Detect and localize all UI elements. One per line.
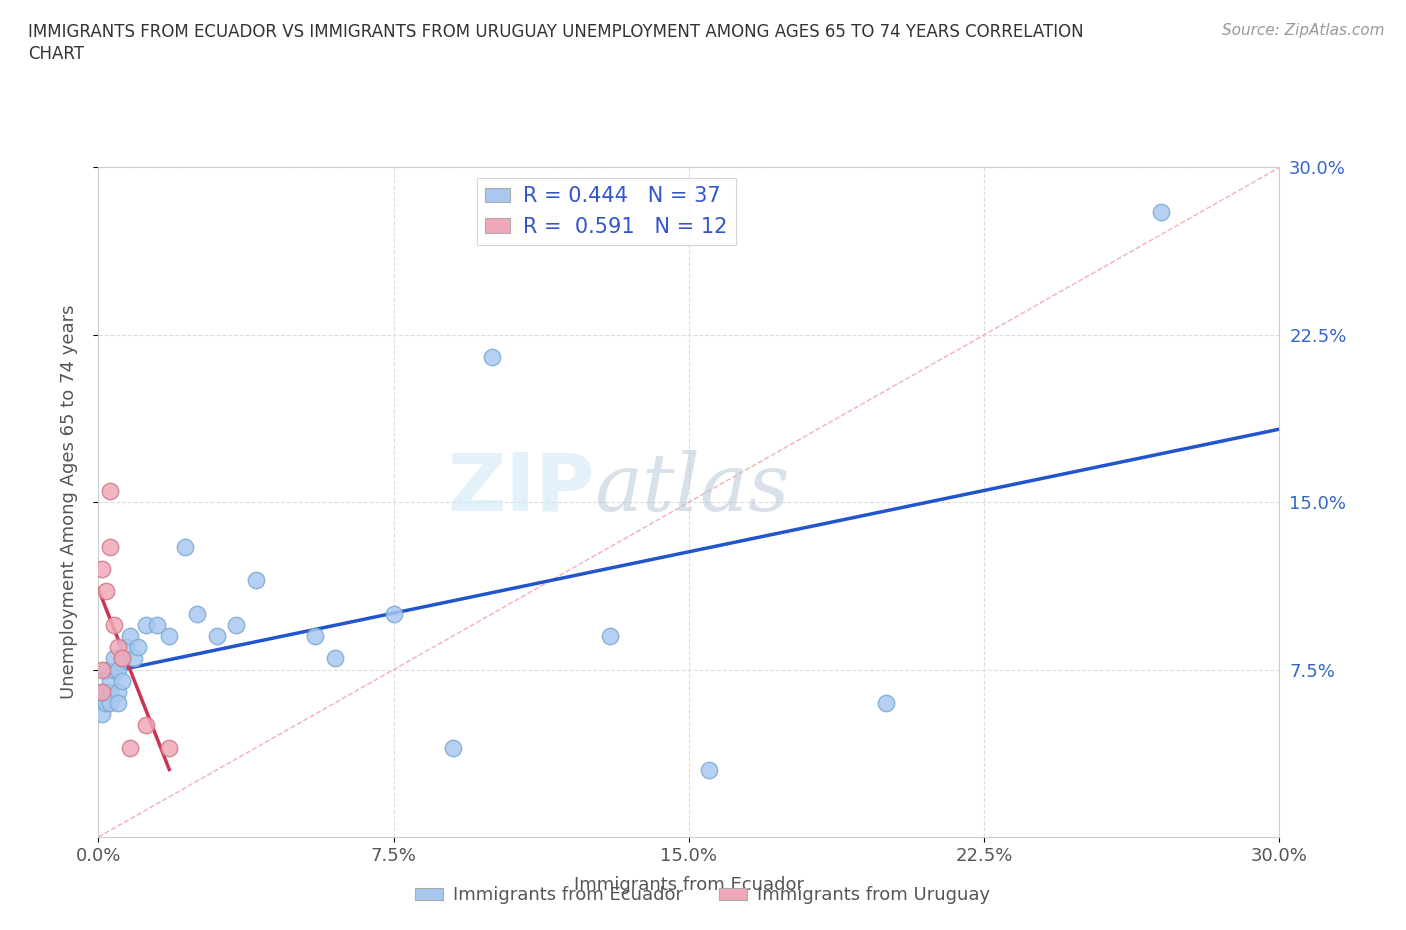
Point: [697, 763, 720, 777]
Text: IMMIGRANTS FROM ECUADOR VS IMMIGRANTS FROM URUGUAY UNEMPLOYMENT AMONG AGES 65 TO: IMMIGRANTS FROM ECUADOR VS IMMIGRANTS FR…: [28, 23, 1084, 41]
Point: [875, 696, 897, 711]
Point: [118, 629, 141, 644]
Point: [205, 629, 228, 644]
Point: [135, 718, 157, 733]
Point: [98, 484, 121, 498]
Point: [107, 684, 129, 699]
Point: [91, 662, 114, 677]
Point: [107, 662, 129, 677]
Point: [157, 740, 180, 755]
Point: [103, 651, 125, 666]
Point: [225, 618, 247, 632]
Point: [98, 684, 121, 699]
Point: [98, 539, 121, 554]
Point: [91, 684, 114, 699]
Point: [103, 662, 125, 677]
Point: [245, 573, 267, 588]
Point: [107, 696, 129, 711]
Point: [382, 606, 405, 621]
Y-axis label: Unemployment Among Ages 65 to 74 years: Unemployment Among Ages 65 to 74 years: [59, 305, 77, 699]
Point: [304, 629, 326, 644]
Legend: R = 0.444   N = 37, R =  0.591   N = 12: R = 0.444 N = 37, R = 0.591 N = 12: [477, 178, 735, 245]
Point: [146, 618, 169, 632]
Point: [157, 629, 180, 644]
Point: [107, 640, 129, 655]
Text: Source: ZipAtlas.com: Source: ZipAtlas.com: [1222, 23, 1385, 38]
Point: [174, 539, 197, 554]
Legend: Immigrants from Ecuador, Immigrants from Uruguay: Immigrants from Ecuador, Immigrants from…: [408, 879, 998, 911]
Point: [111, 673, 134, 688]
Point: [115, 640, 138, 655]
Point: [481, 350, 503, 365]
Point: [96, 584, 118, 599]
Point: [127, 640, 149, 655]
Point: [599, 629, 621, 644]
Point: [111, 651, 134, 666]
Point: [135, 618, 157, 632]
Point: [96, 684, 118, 699]
Point: [323, 651, 346, 666]
Point: [441, 740, 464, 755]
Point: [118, 740, 141, 755]
Point: [96, 662, 118, 677]
Point: [98, 673, 121, 688]
Point: [98, 696, 121, 711]
Text: atlas: atlas: [595, 450, 790, 527]
Point: [1150, 205, 1173, 219]
Point: [186, 606, 208, 621]
Point: [91, 696, 114, 711]
Point: [91, 562, 114, 577]
Point: [111, 651, 134, 666]
Point: [103, 618, 125, 632]
Text: CHART: CHART: [28, 45, 84, 62]
Point: [91, 684, 114, 699]
Text: ZIP: ZIP: [447, 450, 595, 528]
Point: [122, 651, 145, 666]
Point: [91, 707, 114, 722]
X-axis label: Immigrants from Ecuador: Immigrants from Ecuador: [574, 876, 804, 894]
Point: [96, 696, 118, 711]
